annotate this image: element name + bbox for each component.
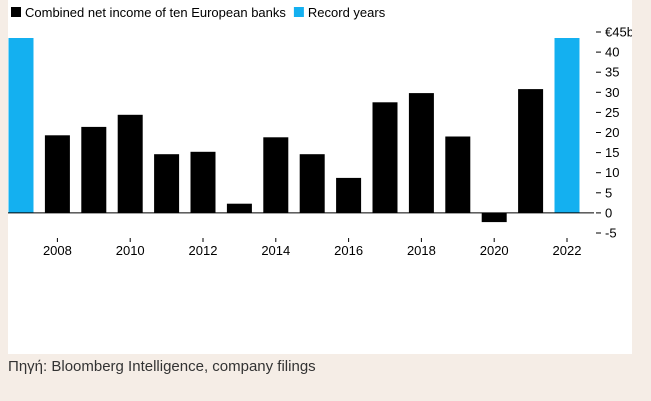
y-tick-label: 20 (605, 125, 619, 140)
bar-2014 (263, 137, 289, 213)
y-tick-label: 10 (605, 165, 619, 180)
x-axis: 2008 2010 2012 2014 2016 2018 2020 2022 (43, 238, 582, 258)
legend-swatch-income (11, 7, 21, 17)
y-tick-label: 35 (605, 65, 619, 80)
bar-chart: Combined net income of ten European bank… (8, 5, 632, 258)
legend-label-income: Combined net income of ten European bank… (25, 5, 286, 20)
y-tick-label: 25 (605, 105, 619, 120)
bar-2020 (481, 212, 507, 223)
y-tick-label: -5 (605, 226, 617, 241)
y-axis: -5 0 5 10 15 20 25 30 35 40 €45b (596, 25, 632, 241)
bar-2009 (81, 126, 107, 213)
bar-2011 (154, 154, 180, 213)
y-tick-label: 5 (605, 185, 612, 200)
y-tick-label: €45b (605, 25, 632, 40)
bar-2022 (554, 38, 580, 213)
bar-2017 (372, 102, 398, 213)
x-tick-label: 2010 (116, 243, 145, 258)
bar-2021 (518, 89, 544, 213)
x-tick-label: 2022 (553, 243, 582, 258)
x-tick-label: 2020 (480, 243, 509, 258)
x-tick-label: 2008 (43, 243, 72, 258)
bar-2010 (117, 114, 143, 213)
source-note: Πηγή: Bloomberg Intelligence, company fi… (8, 358, 316, 375)
legend-label-record: Record years (308, 5, 386, 20)
y-tick-label: 0 (605, 205, 612, 220)
bar-2012 (190, 151, 216, 213)
bar-2019 (445, 136, 471, 213)
bar-2015 (299, 154, 325, 213)
chart-panel: Combined net income of ten European bank… (8, 0, 632, 354)
x-tick-label: 2014 (261, 243, 290, 258)
x-tick-label: 2018 (407, 243, 436, 258)
bars (8, 38, 580, 223)
bar-2008 (44, 135, 70, 213)
x-tick-label: 2012 (189, 243, 218, 258)
bar-2018 (408, 93, 434, 213)
bar-2013 (226, 203, 252, 213)
legend: Combined net income of ten European bank… (11, 5, 386, 20)
y-tick-label: 15 (605, 145, 619, 160)
x-tick-label: 2016 (334, 243, 363, 258)
bar-2007 (8, 38, 34, 213)
y-tick-label: 40 (605, 45, 619, 60)
legend-swatch-record (293, 7, 304, 17)
bar-2016 (336, 177, 362, 213)
y-tick-label: 30 (605, 85, 619, 100)
